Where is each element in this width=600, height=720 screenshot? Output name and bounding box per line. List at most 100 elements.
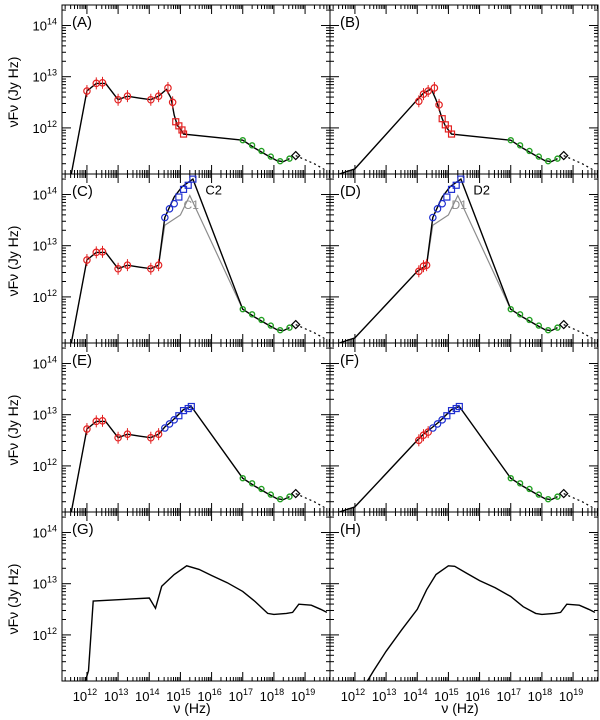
xray-point: [526, 147, 533, 155]
xray-point: [535, 491, 542, 498]
y-tick-label: 1014: [33, 354, 57, 371]
xray-point: [526, 316, 533, 324]
uv-point: [170, 416, 178, 424]
ir-square-point: [447, 130, 456, 138]
uv-square-point: [189, 175, 197, 183]
panel-label: (A): [72, 14, 92, 31]
uv-point: [170, 199, 178, 208]
plot-area: [70, 76, 328, 174]
gamma-ray-tail: [563, 155, 596, 172]
uv-square-point: [175, 193, 183, 201]
x-tick-label: 1017: [497, 687, 521, 704]
xray-point: [544, 326, 552, 334]
uv-square-point: [184, 181, 192, 189]
x-tick-label: 1012: [73, 687, 97, 704]
x-tick-label: 1014: [403, 687, 427, 704]
plot-area: [70, 175, 328, 343]
plot-area: [339, 81, 596, 174]
gamma-ray-tail: [295, 493, 328, 510]
uv-point: [161, 213, 169, 222]
panel-label: (C): [72, 183, 93, 200]
panel-8: 1012 1013 1014 1015 1016 1017 1018 1019(H): [329, 511, 599, 704]
gamma-ray-tail: [563, 324, 596, 341]
gamma-ray-point: [558, 319, 569, 330]
x-tick-label: 1013: [104, 687, 128, 704]
y-axis-title-row-3: νFν (Jy Hz): [5, 395, 21, 466]
xray-point: [554, 155, 561, 162]
panel-label: (G): [72, 521, 94, 538]
uv-square-point: [455, 402, 463, 411]
x-tick-label: 1019: [559, 687, 583, 704]
panel-frame: [61, 4, 331, 175]
panel-3: 1012 1013 1014 (C) C2 C1: [33, 173, 331, 344]
y-tick-label: 1012: [33, 457, 57, 474]
xray-point: [507, 306, 514, 313]
xray-point: [258, 485, 265, 493]
plot-area: [339, 175, 596, 343]
x-tick-label: 1017: [229, 687, 253, 704]
xray-point: [276, 495, 284, 503]
gamma-ray-point: [290, 488, 301, 499]
y-axis-title-row-1: νFν (Jy Hz): [5, 57, 21, 128]
uv-square-point: [457, 175, 465, 183]
xray-point: [516, 311, 524, 318]
panel-frame: [329, 4, 599, 175]
x-axis-title-right: ν (Hz): [441, 700, 478, 716]
uv-square-point: [175, 412, 183, 420]
panel-label: (H): [340, 521, 361, 538]
xray-point: [516, 480, 524, 487]
xray-point: [544, 495, 552, 503]
xray-point: [516, 142, 524, 149]
uv-point: [438, 199, 446, 208]
alternate-model-line: [426, 194, 512, 310]
plot-area: [339, 402, 596, 512]
uv-square-point: [447, 185, 456, 193]
xray-point: [267, 491, 274, 498]
xray-point: [286, 493, 293, 500]
y-tick-label: 1013: [33, 406, 57, 423]
gamma-ray-point: [558, 488, 569, 499]
panel-label: (B): [340, 14, 360, 31]
panel-6: (F): [329, 342, 599, 513]
xray-point: [507, 136, 514, 144]
gamma-ray-tail: [295, 155, 328, 172]
plot-area: [70, 402, 328, 512]
xray-point: [544, 157, 552, 165]
model-line: [84, 565, 328, 681]
x-tick-label: 1013: [372, 687, 396, 704]
uv-point: [429, 213, 437, 222]
y-tick-label: 1012: [33, 288, 57, 305]
gamma-ray-point: [290, 319, 301, 330]
xray-point: [535, 153, 542, 160]
xray-point: [239, 475, 246, 482]
uv-square-point: [443, 412, 451, 420]
y-tick-label: 1014: [33, 16, 57, 33]
uv-point: [165, 205, 174, 213]
xray-point: [276, 326, 284, 334]
x-axis-title-left: ν (Hz): [173, 700, 210, 716]
panel-2: (B): [329, 4, 599, 175]
ir-square-point: [178, 126, 186, 134]
panel-label: (E): [72, 352, 92, 369]
y-axis-title-row-2: νFν (Jy Hz): [5, 226, 21, 297]
plot-area: [366, 565, 596, 681]
uv-point: [438, 416, 446, 424]
y-tick-label: 1013: [33, 68, 57, 85]
panel-1: 1012 1013 1014 (A): [33, 4, 331, 175]
model-line: [366, 565, 596, 681]
y-axis-title-row-4: νFν (Jy Hz): [5, 564, 21, 635]
x-tick-label: 1018: [528, 687, 552, 704]
uv-square-point: [179, 185, 188, 193]
y-tick-label: 1012: [33, 119, 57, 136]
gamma-ray-point: [290, 150, 301, 161]
xray-point: [554, 493, 561, 500]
xray-point: [239, 136, 246, 144]
uv-square-point: [443, 193, 451, 201]
plot-area: [84, 565, 328, 681]
x-tick-label: 1014: [135, 687, 159, 704]
x-tick-label: 1016: [465, 687, 489, 704]
panel-frame: [61, 342, 331, 513]
y-tick-label: 1013: [33, 575, 57, 592]
gamma-ray-point: [558, 150, 569, 161]
xray-point: [258, 147, 265, 155]
